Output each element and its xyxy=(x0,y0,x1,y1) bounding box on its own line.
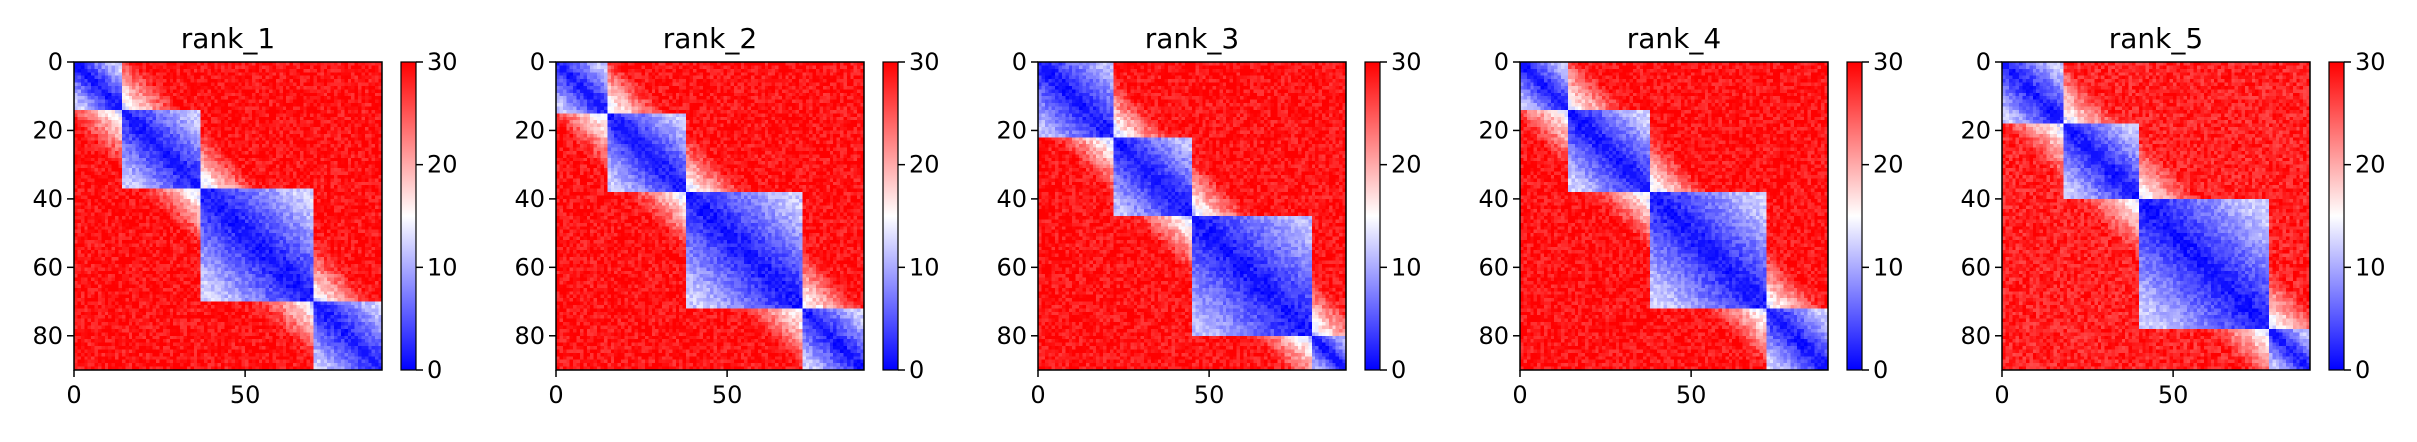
colorbar-tick-label: 20 xyxy=(1391,151,1422,179)
colorbar xyxy=(883,62,898,370)
y-tick-label: 0 xyxy=(1976,48,1991,76)
y-tick-label: 20 xyxy=(1478,116,1509,144)
y-tick-label: 40 xyxy=(1960,185,1991,213)
colorbar-tick-label: 20 xyxy=(909,151,940,179)
y-tick-label: 0 xyxy=(1494,48,1509,76)
panel-title: rank_2 xyxy=(663,22,757,55)
y-tick-label: 40 xyxy=(1478,185,1509,213)
colorbar xyxy=(2329,62,2344,370)
colorbar-tick-label: 20 xyxy=(1873,151,1904,179)
x-tick-label: 50 xyxy=(1676,381,1707,409)
colorbar-tick-label: 0 xyxy=(909,356,924,384)
x-tick-label: 50 xyxy=(230,381,261,409)
y-tick-label: 80 xyxy=(514,322,545,350)
panel-title: rank_5 xyxy=(2109,22,2203,55)
x-tick-label: 0 xyxy=(1994,381,2009,409)
panel-title: rank_4 xyxy=(1627,22,1721,55)
x-tick-label: 0 xyxy=(548,381,563,409)
y-tick-label: 60 xyxy=(32,253,63,281)
colorbar-tick-label: 0 xyxy=(1391,356,1406,384)
colorbar xyxy=(1847,62,1862,370)
heatmap-cells xyxy=(74,62,383,371)
y-tick-label: 20 xyxy=(1960,116,1991,144)
heatmap-cells xyxy=(1520,62,1829,371)
y-tick-label: 80 xyxy=(32,322,63,350)
heatmap-panel-1: rank_1 0 20 40 60 80 0 50 0 10 20 30 xyxy=(32,22,457,409)
y-tick-label: 20 xyxy=(32,116,63,144)
colorbar-tick-label: 20 xyxy=(2355,151,2386,179)
y-tick-label: 20 xyxy=(996,116,1027,144)
heatmap-cells xyxy=(556,62,865,371)
colorbar-tick-label: 30 xyxy=(1391,48,1422,76)
heatmap-panel-4: rank_4 0 20 40 60 80 0 50 0 10 20 30 xyxy=(1478,22,1903,409)
x-tick-label: 50 xyxy=(1194,381,1225,409)
y-tick-label: 60 xyxy=(514,253,545,281)
colorbar-tick-label: 10 xyxy=(1391,253,1422,281)
x-tick-label: 0 xyxy=(1030,381,1045,409)
y-tick-label: 80 xyxy=(1960,322,1991,350)
colorbar-tick-label: 0 xyxy=(1873,356,1888,384)
x-tick-label: 50 xyxy=(2158,381,2189,409)
colorbar xyxy=(401,62,416,370)
y-tick-label: 80 xyxy=(1478,322,1509,350)
heatmap-panel-5: rank_5 0 20 40 60 80 0 50 0 10 20 30 xyxy=(1960,22,2385,409)
colorbar-tick-label: 0 xyxy=(2355,356,2370,384)
colorbar-tick-label: 30 xyxy=(1873,48,1904,76)
y-tick-label: 0 xyxy=(48,48,63,76)
x-tick-label: 0 xyxy=(66,381,81,409)
y-tick-label: 20 xyxy=(514,116,545,144)
colorbar-tick-label: 20 xyxy=(427,151,458,179)
colorbar-tick-label: 10 xyxy=(909,253,940,281)
panel-title: rank_3 xyxy=(1145,22,1239,55)
colorbar-tick-label: 10 xyxy=(1873,253,1904,281)
x-tick-label: 0 xyxy=(1512,381,1527,409)
y-tick-label: 60 xyxy=(996,253,1027,281)
y-tick-label: 40 xyxy=(514,185,545,213)
colorbar xyxy=(1365,62,1380,370)
heatmap-cells xyxy=(1038,62,1347,371)
colorbar-tick-label: 30 xyxy=(427,48,458,76)
panel-title: rank_1 xyxy=(181,22,275,55)
colorbar-tick-label: 10 xyxy=(2355,253,2386,281)
colorbar-tick-label: 30 xyxy=(2355,48,2386,76)
heatmap-panel-2: rank_2 0 20 40 60 80 0 50 0 10 20 30 xyxy=(514,22,939,409)
heatmap-cells xyxy=(2002,62,2311,371)
colorbar-tick-label: 10 xyxy=(427,253,458,281)
y-tick-label: 80 xyxy=(996,322,1027,350)
y-tick-label: 40 xyxy=(32,185,63,213)
y-tick-label: 60 xyxy=(1478,253,1509,281)
y-tick-label: 60 xyxy=(1960,253,1991,281)
x-tick-label: 50 xyxy=(712,381,743,409)
y-tick-label: 40 xyxy=(996,185,1027,213)
colorbar-tick-label: 30 xyxy=(909,48,940,76)
y-tick-label: 0 xyxy=(1012,48,1027,76)
y-tick-label: 0 xyxy=(530,48,545,76)
colorbar-tick-label: 0 xyxy=(427,356,442,384)
heatmap-panel-3: rank_3 0 20 40 60 80 0 50 0 10 20 30 xyxy=(996,22,1421,409)
